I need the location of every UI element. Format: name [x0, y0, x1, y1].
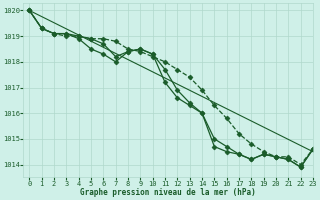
X-axis label: Graphe pression niveau de la mer (hPa): Graphe pression niveau de la mer (hPa) — [80, 188, 256, 197]
